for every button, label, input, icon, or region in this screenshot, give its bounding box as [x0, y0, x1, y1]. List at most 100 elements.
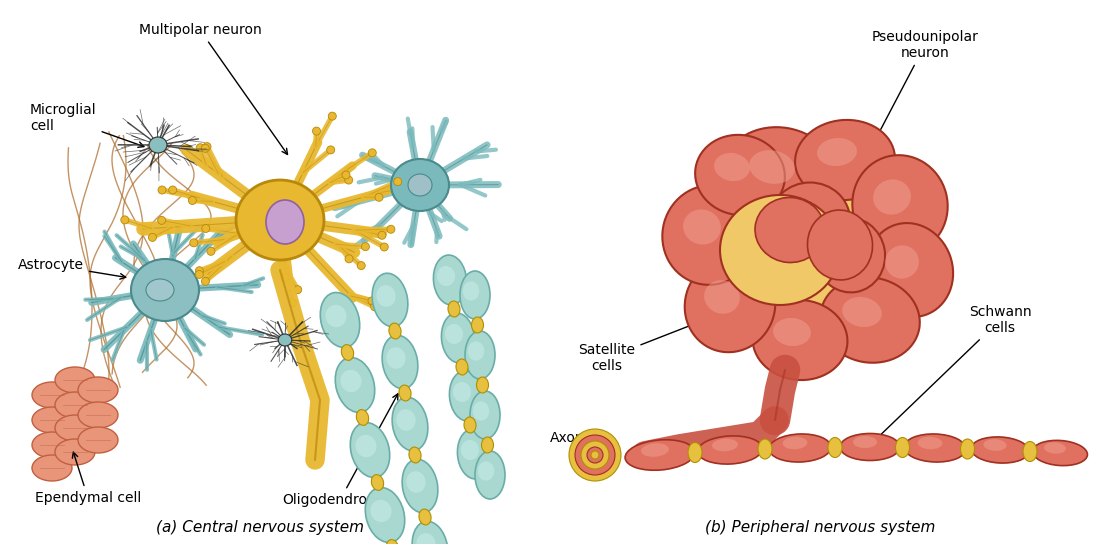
Ellipse shape [131, 259, 199, 321]
Ellipse shape [371, 474, 383, 490]
Ellipse shape [408, 174, 432, 196]
Ellipse shape [737, 234, 767, 259]
Circle shape [345, 176, 353, 184]
Ellipse shape [409, 447, 421, 463]
Ellipse shape [32, 432, 71, 458]
Ellipse shape [808, 210, 872, 280]
Ellipse shape [321, 293, 360, 348]
Text: Oligodendrocyte: Oligodendrocyte [283, 394, 398, 507]
Circle shape [588, 447, 603, 463]
Ellipse shape [419, 509, 431, 525]
Ellipse shape [356, 410, 369, 425]
Circle shape [369, 149, 376, 157]
Ellipse shape [712, 438, 738, 452]
Ellipse shape [828, 437, 842, 458]
Circle shape [380, 243, 389, 251]
Ellipse shape [149, 137, 168, 153]
Ellipse shape [391, 159, 449, 211]
Ellipse shape [376, 285, 395, 307]
Ellipse shape [397, 409, 416, 431]
Circle shape [357, 262, 365, 270]
Ellipse shape [755, 197, 825, 263]
Circle shape [326, 146, 335, 154]
Circle shape [569, 429, 621, 481]
Ellipse shape [392, 397, 428, 451]
Ellipse shape [768, 434, 831, 462]
Ellipse shape [758, 439, 772, 459]
Ellipse shape [355, 435, 376, 457]
Ellipse shape [477, 377, 488, 393]
Text: Microglial
cell: Microglial cell [30, 103, 144, 147]
Circle shape [371, 303, 379, 311]
Ellipse shape [55, 392, 95, 418]
Ellipse shape [867, 223, 953, 317]
Ellipse shape [626, 440, 695, 470]
Ellipse shape [773, 318, 811, 346]
Circle shape [413, 183, 421, 190]
Ellipse shape [372, 273, 408, 327]
Ellipse shape [750, 150, 795, 184]
Ellipse shape [461, 440, 479, 460]
Circle shape [345, 255, 353, 263]
Circle shape [362, 243, 370, 251]
Ellipse shape [723, 127, 838, 223]
Ellipse shape [460, 271, 490, 319]
Text: Pseudounipolar
neuron: Pseudounipolar neuron [852, 30, 978, 184]
Circle shape [386, 225, 395, 233]
Ellipse shape [853, 436, 877, 448]
Circle shape [375, 193, 383, 201]
Ellipse shape [433, 255, 467, 305]
Ellipse shape [402, 459, 438, 513]
Ellipse shape [462, 281, 479, 301]
Ellipse shape [697, 436, 763, 464]
Ellipse shape [852, 155, 947, 255]
Ellipse shape [1032, 441, 1088, 466]
Ellipse shape [32, 455, 71, 481]
Ellipse shape [1023, 442, 1037, 461]
Circle shape [169, 186, 176, 194]
Circle shape [202, 225, 210, 232]
Ellipse shape [452, 382, 471, 402]
Circle shape [207, 248, 214, 255]
Ellipse shape [325, 305, 346, 327]
Ellipse shape [441, 313, 475, 363]
Ellipse shape [386, 540, 399, 544]
Circle shape [378, 231, 386, 239]
Ellipse shape [700, 140, 900, 340]
Ellipse shape [770, 182, 850, 257]
Ellipse shape [723, 220, 798, 290]
Circle shape [203, 143, 211, 151]
Circle shape [149, 233, 156, 242]
Ellipse shape [445, 324, 464, 344]
Ellipse shape [873, 180, 910, 214]
Ellipse shape [266, 200, 304, 244]
Ellipse shape [688, 442, 701, 462]
Circle shape [591, 451, 599, 459]
Ellipse shape [662, 185, 757, 285]
Circle shape [313, 127, 321, 135]
Ellipse shape [278, 334, 292, 346]
Ellipse shape [399, 385, 411, 401]
Ellipse shape [961, 439, 974, 459]
Ellipse shape [795, 120, 895, 200]
Ellipse shape [236, 180, 324, 260]
Text: Multipolar neuron: Multipolar neuron [139, 23, 287, 154]
Ellipse shape [478, 461, 494, 480]
Ellipse shape [78, 377, 118, 403]
Circle shape [157, 217, 165, 224]
Circle shape [294, 286, 302, 294]
Ellipse shape [78, 427, 118, 453]
Circle shape [201, 144, 209, 152]
Ellipse shape [684, 209, 720, 245]
Ellipse shape [32, 382, 71, 408]
Ellipse shape [472, 401, 489, 421]
Text: (a) Central nervous system: (a) Central nervous system [156, 520, 364, 535]
Ellipse shape [407, 471, 426, 493]
Circle shape [190, 239, 198, 247]
Ellipse shape [448, 301, 460, 317]
Ellipse shape [465, 331, 495, 379]
Ellipse shape [783, 437, 808, 449]
Ellipse shape [842, 297, 881, 327]
Circle shape [189, 196, 197, 205]
Ellipse shape [32, 407, 71, 433]
